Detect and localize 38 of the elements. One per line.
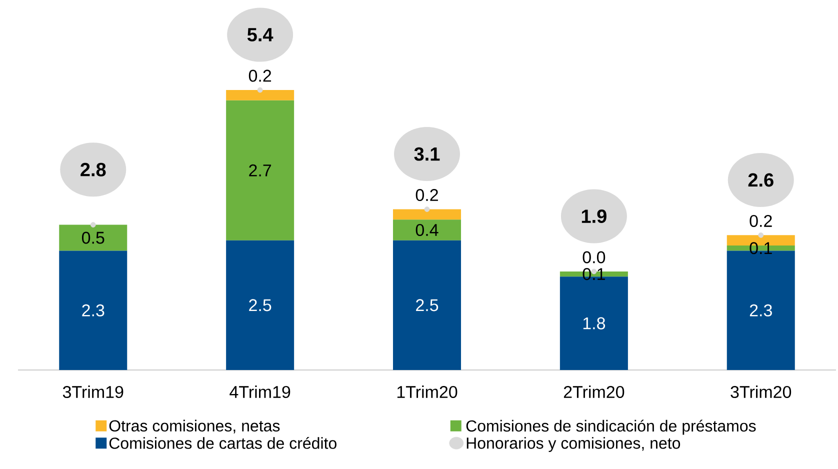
data-label: 2.7 [249, 164, 272, 176]
data-label: 1.9 [582, 210, 606, 224]
point [90, 222, 96, 228]
bar [226, 90, 294, 100]
data-label: 0.2 [750, 214, 772, 227]
legend-label: Comisiones de sindicación de préstamos [466, 420, 756, 435]
data-label: 1.8 [583, 317, 606, 330]
bar [393, 220, 462, 240]
data-label: 2.5 [416, 299, 438, 312]
bar [59, 224, 128, 251]
data-label: 5.4 [247, 28, 274, 42]
x-tick-label: 3Trim19 [62, 386, 124, 398]
legend-label: Otras comisiones, netas [109, 420, 280, 434]
bar [393, 240, 462, 370]
data-label: 3.1 [414, 147, 440, 161]
point [424, 206, 430, 212]
data-label: 0.2 [416, 189, 438, 202]
legend-label: Honorarios y comisiones, neto [466, 437, 680, 452]
x-tick-label: 2Trim20 [564, 386, 624, 398]
bar [226, 100, 294, 240]
bar [59, 250, 128, 370]
data-label: 2.5 [249, 299, 272, 312]
x-tick-label: 4Trim19 [230, 386, 290, 398]
point [758, 232, 764, 238]
point [257, 87, 263, 93]
data-label: 0.4 [416, 224, 438, 236]
bar [226, 240, 294, 370]
data-label: 2.3 [750, 304, 772, 316]
data-label: 2.6 [748, 173, 774, 187]
x-tick-label: 1Trim20 [397, 386, 458, 398]
data-label: 2.3 [82, 304, 104, 316]
data-label: 2.8 [80, 162, 106, 176]
data-label: 0.5 [82, 232, 104, 244]
data-label: 0.2 [248, 70, 272, 82]
bar [393, 209, 462, 220]
data-label: 0.0 [582, 251, 606, 264]
x-tick-label: 3Trim20 [730, 386, 792, 398]
legend-label: Comisiones de cartas de crédito [109, 436, 336, 449]
